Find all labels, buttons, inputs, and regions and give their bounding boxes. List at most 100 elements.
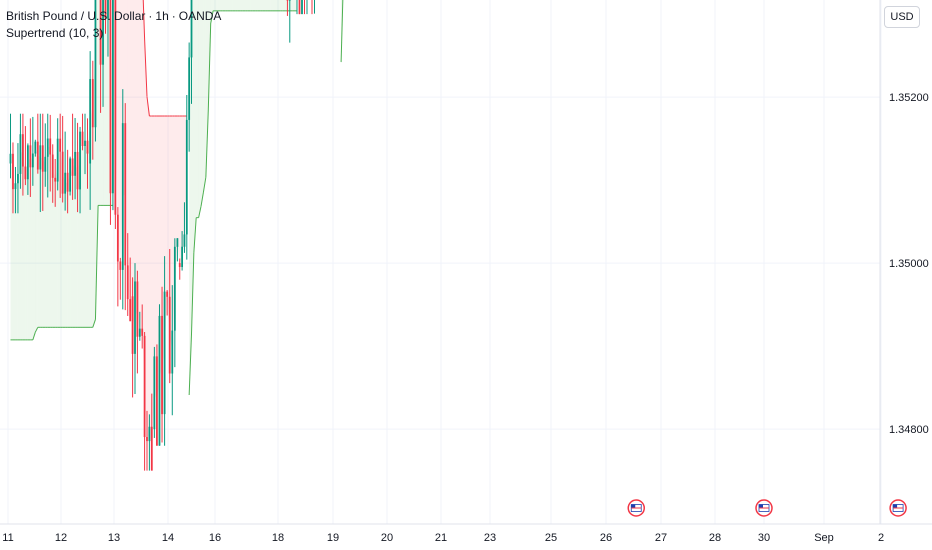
supertrend-fill-area xyxy=(252,0,256,11)
supertrend-segment xyxy=(202,177,207,193)
candle-body xyxy=(131,296,134,354)
time-tick-label: 26 xyxy=(600,532,612,544)
supertrend-fill-area xyxy=(245,0,248,11)
time-tick-label: 23 xyxy=(484,532,496,544)
candle-body xyxy=(168,296,171,374)
supertrend-fill-area xyxy=(159,116,163,381)
price-tick-label: 1.35000 xyxy=(889,258,929,270)
chart-legend: British Pound / U.S. Dollar · 1h · OANDA Sup… xyxy=(6,8,221,42)
supertrend-fill-area xyxy=(179,116,183,266)
supertrend-fill-area xyxy=(193,0,197,253)
symbol-name: British Pound / U.S. Dollar xyxy=(6,9,146,23)
supertrend-fill-area xyxy=(250,0,253,11)
supertrend-fill-area xyxy=(257,0,261,11)
supertrend-fill-area xyxy=(294,0,297,11)
time-tick-label: 13 xyxy=(108,532,120,544)
supertrend-fill-area xyxy=(169,116,173,353)
candle-body xyxy=(76,151,79,190)
supertrend-fill-area xyxy=(262,0,266,11)
candle-body xyxy=(84,140,86,147)
supertrend-fill-area xyxy=(70,167,73,328)
supertrend-fill-area xyxy=(167,116,170,336)
candle-body xyxy=(49,138,52,155)
indicator-label[interactable]: Supertrend (10, 3) xyxy=(6,26,104,40)
supertrend-segment xyxy=(191,252,195,335)
candle-body xyxy=(91,79,94,128)
candle-body xyxy=(61,151,64,194)
supertrend-fill-area xyxy=(235,0,238,11)
supertrend-fill-area xyxy=(220,0,223,11)
candle-body xyxy=(119,261,122,270)
supertrend-fill-area xyxy=(142,0,145,387)
candle-body xyxy=(183,234,186,247)
candle-body xyxy=(134,281,136,354)
supertrend-segment xyxy=(92,319,96,328)
supertrend-fill-area xyxy=(154,116,157,402)
candle-body xyxy=(148,426,151,442)
candle-body xyxy=(161,315,163,415)
supertrend-fill-area xyxy=(22,150,26,340)
currency-button[interactable]: USD xyxy=(884,6,920,28)
supertrend-segment xyxy=(142,0,146,40)
candle-body xyxy=(12,153,14,190)
candle-body xyxy=(124,123,127,266)
supertrend-fill-area xyxy=(40,157,43,328)
supertrend-fill-area xyxy=(280,0,283,11)
candle-body xyxy=(71,158,74,176)
candle-body xyxy=(178,263,181,267)
time-tick-label: Sep xyxy=(814,532,834,544)
candle-body xyxy=(163,291,166,415)
supertrend-segment xyxy=(205,110,209,178)
supertrend-fill-area xyxy=(149,116,152,449)
supertrend-segment xyxy=(34,327,39,333)
supertrend-segment xyxy=(188,333,192,395)
supertrend-fill-area xyxy=(205,0,209,178)
candle-body xyxy=(36,141,39,170)
candle-body xyxy=(188,57,191,120)
supertrend-fill-area xyxy=(242,0,246,11)
drawings: RESISTANCE LEVELTARGET POINT 01TARGET PO… xyxy=(627,499,907,517)
supertrend-fill-area xyxy=(82,138,86,328)
candle-body xyxy=(44,156,47,172)
price-tick-label: 1.35200 xyxy=(889,92,929,104)
supertrend-fill-area xyxy=(35,147,38,333)
time-tick-label: 30 xyxy=(758,532,770,544)
supertrend-fill-area xyxy=(45,147,48,328)
candle-body xyxy=(129,299,132,322)
candle-body xyxy=(107,0,109,19)
candle-body xyxy=(112,0,114,194)
candle-body xyxy=(190,0,193,58)
candle-body xyxy=(176,238,179,247)
symbol-interval[interactable]: 1h xyxy=(155,9,169,23)
supertrend-fill-area xyxy=(255,0,258,11)
supertrend-fill-area xyxy=(117,0,121,266)
supertrend-fill-area xyxy=(270,0,273,11)
supertrend-segment xyxy=(144,39,148,97)
supertrend-fill-area xyxy=(55,160,58,328)
supertrend-segment xyxy=(210,10,214,24)
supertrend-fill-area xyxy=(17,154,21,340)
symbol-title: British Pound / U.S. Dollar · 1h · OANDA xyxy=(6,9,222,23)
supertrend-fill-area xyxy=(227,0,231,11)
supertrend-fill-area xyxy=(287,0,290,11)
candle-body xyxy=(114,0,117,215)
candle-body xyxy=(173,246,176,331)
supertrend-fill-area xyxy=(127,0,131,311)
candle-body xyxy=(17,173,19,184)
candle-body xyxy=(31,153,34,168)
candle-body xyxy=(166,291,169,297)
candle-body xyxy=(158,315,161,446)
candle-body xyxy=(94,0,97,128)
supertrend-fill-area xyxy=(196,0,199,218)
supertrend-segment xyxy=(146,96,150,117)
candle-body xyxy=(121,123,124,270)
supertrend-fill-area xyxy=(50,146,53,328)
time-tick-label: 12 xyxy=(55,532,67,544)
time-tick-label: 2 xyxy=(878,532,884,544)
chart-gridlines xyxy=(0,0,882,524)
candle-body xyxy=(181,246,183,267)
time-tick-label: 20 xyxy=(381,532,393,544)
candle-body xyxy=(59,138,62,152)
